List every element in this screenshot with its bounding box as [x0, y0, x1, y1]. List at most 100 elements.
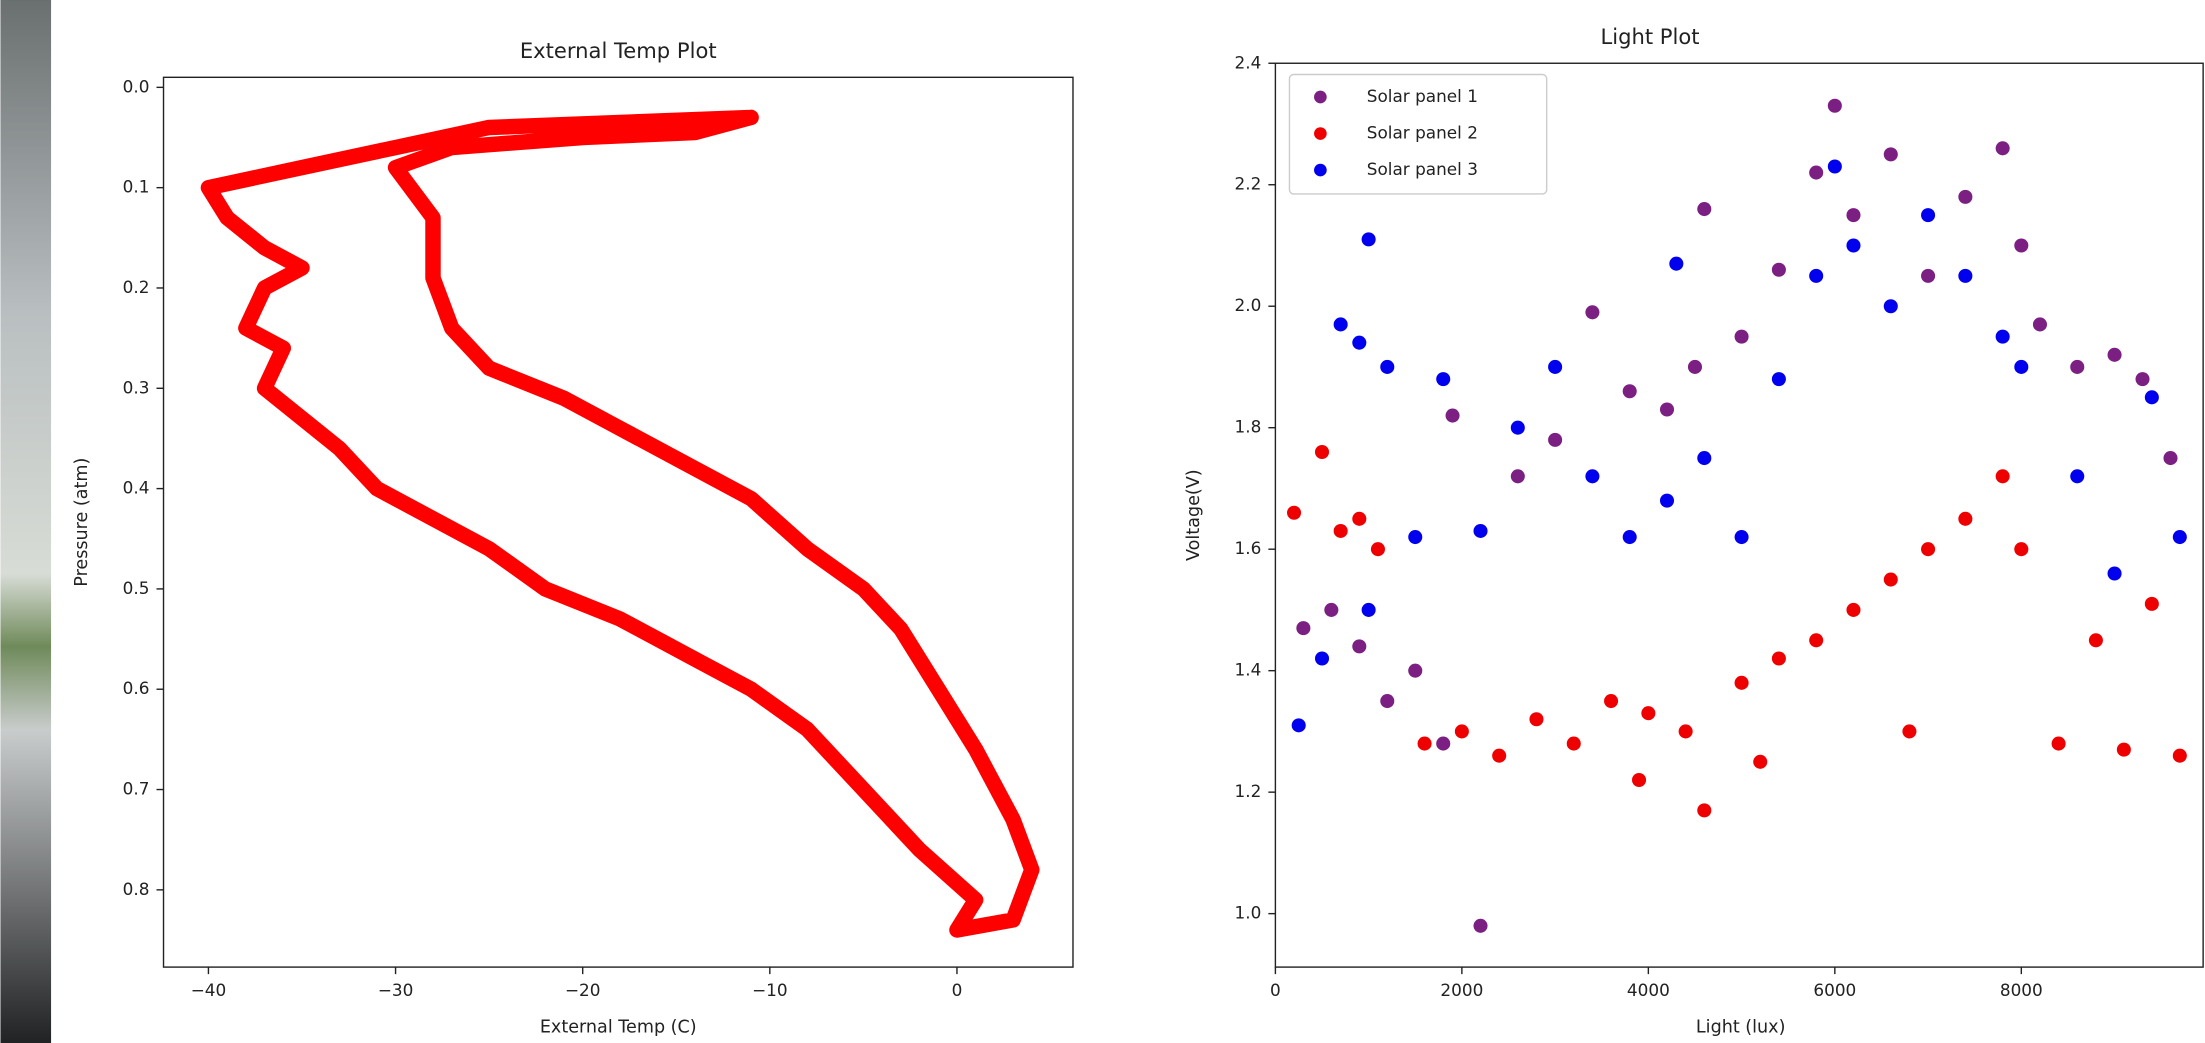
plot-area [1274, 62, 2204, 968]
x-tick-label: 0 [1270, 980, 1281, 1000]
scatter-point [2070, 469, 2085, 484]
legend-marker [1314, 127, 1327, 140]
scatter-point [1659, 493, 1675, 508]
scatter-point [1883, 572, 1898, 587]
scatter-point [2107, 347, 2122, 362]
scatter-point [1809, 165, 1824, 180]
y-tick-label: 0.7 [123, 779, 150, 799]
scatter-point [1846, 208, 1861, 223]
y-tick-label: 2.0 [1235, 295, 1262, 315]
scatter-point [2144, 596, 2159, 611]
scatter-point [1314, 444, 1330, 460]
scatter-point [1846, 238, 1861, 253]
scatter-point [1454, 724, 1469, 739]
y-tick-label: 0.6 [123, 678, 150, 698]
scatter-point [1314, 651, 1330, 666]
scatter-point [2070, 359, 2085, 374]
scatter-point [1622, 384, 1637, 399]
scatter-point [2107, 566, 2122, 581]
scatter-point [2014, 542, 2029, 557]
scatter-point [1473, 523, 1488, 538]
scatter-point [1678, 724, 1693, 739]
scatter-point [1995, 329, 2010, 344]
x-tick-label: −40 [191, 980, 227, 1000]
plot-area [162, 76, 1074, 968]
y-tick-label: 1.4 [1235, 660, 1262, 680]
x-axis-label: External Temp (C) [540, 1018, 697, 1038]
scatter-point [1921, 208, 1936, 223]
y-tick-label: 2.4 [1235, 52, 1262, 72]
x-tick-label: 6000 [1813, 980, 1856, 1000]
x-tick-label: −20 [565, 980, 601, 1000]
x-tick-label: 8000 [2000, 980, 2043, 1000]
x-tick-label: 0 [952, 980, 963, 1000]
scatter-point [1883, 299, 1898, 314]
legend-label: Solar panel 2 [1367, 123, 1478, 143]
scatter-point [1492, 748, 1507, 763]
scatter-point [2014, 238, 2029, 253]
scatter-point [1697, 202, 1712, 217]
scatter-point [1995, 469, 2010, 484]
scatter-point [1436, 736, 1451, 751]
scatter-point [2051, 736, 2066, 751]
legend-marker [1314, 90, 1327, 104]
scatter-point [1352, 511, 1367, 526]
scatter-point [1296, 621, 1311, 636]
scatter-point [1771, 262, 1786, 277]
x-axis-label: Light (lux) [1696, 1018, 1786, 1038]
scatter-point [1659, 402, 1675, 417]
y-tick-label: 0.3 [123, 377, 150, 397]
x-tick-label: −10 [752, 980, 788, 1000]
y-tick-label: 0.0 [123, 76, 150, 96]
scatter-point [1352, 335, 1367, 350]
y-tick-label: 0.8 [123, 879, 150, 899]
scatter-point [2116, 742, 2131, 757]
scatter-point [1809, 633, 1824, 648]
scatter-point [1585, 469, 1600, 484]
y-tick-label: 0.5 [123, 578, 150, 598]
y-tick-label: 0.4 [123, 478, 150, 498]
scatter-point [1417, 736, 1432, 751]
scatter-point [1510, 469, 1525, 484]
y-tick-label: 2.2 [1235, 174, 1262, 194]
scatter-point [1734, 675, 1749, 690]
x-tick-label: −30 [378, 980, 414, 1000]
scatter-point [1771, 651, 1786, 666]
scatter-point [1753, 754, 1768, 769]
scatter-point [1473, 918, 1488, 933]
scatter-point [1883, 147, 1898, 162]
scatter-point [1902, 724, 1917, 739]
scatter-point [1529, 712, 1544, 727]
scatter-point [1958, 511, 1973, 526]
scatter-point [1548, 359, 1563, 374]
legend-box [1288, 73, 1548, 195]
scatter-point [1921, 268, 1936, 283]
data-line [200, 109, 1040, 938]
scatter-point [1361, 232, 1376, 247]
scatter-point [1697, 451, 1712, 466]
scatter-point [1771, 372, 1786, 387]
photo-strip [0, 0, 52, 1043]
scatter-point [1734, 530, 1749, 545]
scatter-point [1445, 408, 1460, 423]
scatter-point [2172, 530, 2187, 545]
scatter-point [1632, 772, 1647, 788]
scatter-point [2144, 390, 2159, 405]
scatter-point [1333, 523, 1348, 538]
scatter-point [1827, 98, 1842, 113]
scatter-point [1436, 372, 1451, 387]
scatter-point [1687, 359, 1703, 374]
scatter-point [1324, 602, 1339, 617]
scatter-point [1380, 694, 1395, 709]
scatter-point [1566, 736, 1581, 751]
y-tick-label: 1.8 [1235, 417, 1262, 437]
scatter-point [2032, 317, 2047, 332]
scatter-point [1291, 718, 1306, 733]
y-axis-label: Voltage(V) [1184, 469, 1204, 561]
scatter-point [1622, 530, 1637, 545]
scatter-point [1734, 329, 1749, 344]
x-tick-label: 4000 [1627, 980, 1670, 1000]
y-tick-label: 1.2 [1235, 781, 1262, 801]
scatter-point [1641, 706, 1656, 721]
